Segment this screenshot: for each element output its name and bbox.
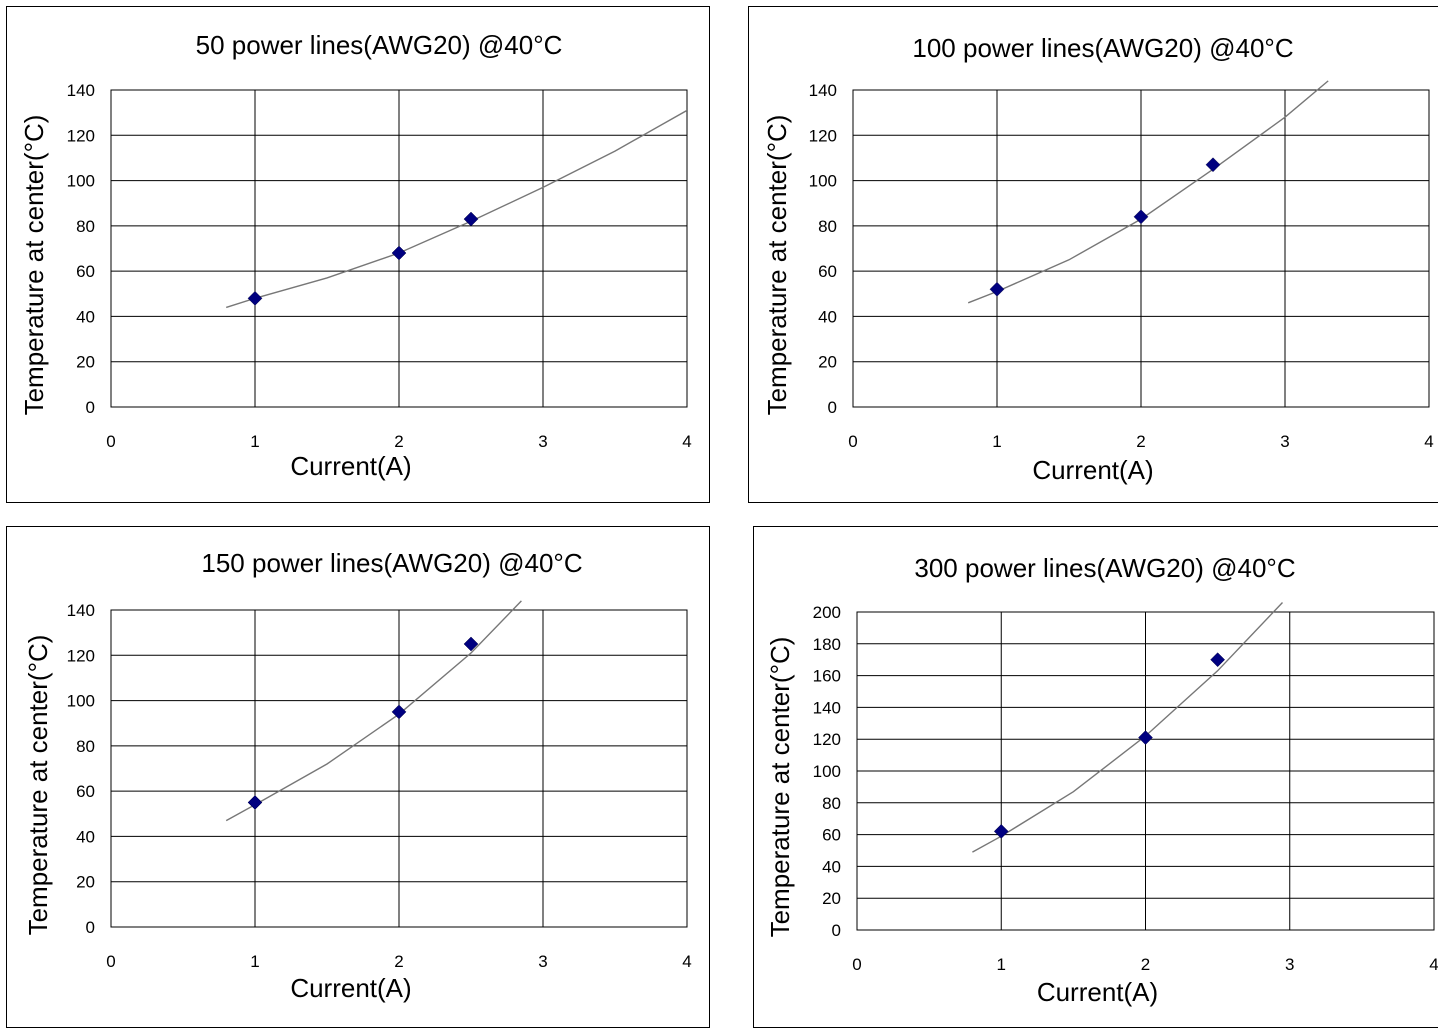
plot-area-frame xyxy=(110,609,688,928)
y-tick-label: 60 xyxy=(76,782,95,801)
y-tick-label: 40 xyxy=(76,827,95,846)
chart-title: 300 power lines(AWG20) @40°C xyxy=(914,553,1295,583)
y-tick-label: 140 xyxy=(67,81,95,100)
data-point-marker xyxy=(1133,209,1149,225)
x-axis-label: Current(A) xyxy=(290,451,411,481)
y-tick-label: 0 xyxy=(828,398,837,417)
x-tick-label: 3 xyxy=(1285,955,1294,974)
y-tick-label: 140 xyxy=(809,81,837,100)
x-tick-label: 4 xyxy=(1429,955,1438,974)
y-tick-label: 120 xyxy=(67,126,95,145)
x-axis-label: Current(A) xyxy=(290,973,411,1003)
x-tick-label: 1 xyxy=(992,432,1001,451)
y-tick-label: 0 xyxy=(86,918,95,937)
x-axis-label: Current(A) xyxy=(1032,455,1153,485)
data-point-marker xyxy=(463,211,479,227)
y-tick-label: 0 xyxy=(832,921,841,940)
data-point-marker xyxy=(1138,730,1153,745)
x-tick-label: 0 xyxy=(106,952,115,971)
y-tick-label: 160 xyxy=(813,667,841,686)
chart-svg: 100 power lines(AWG20) @40°C020406080100… xyxy=(762,33,1434,485)
x-tick-label: 2 xyxy=(394,432,403,451)
data-point-marker xyxy=(391,704,407,720)
y-tick-label: 200 xyxy=(813,603,841,622)
x-tick-label: 0 xyxy=(848,432,857,451)
y-axis-label: Temperature at center(°C) xyxy=(765,637,795,938)
chart-panel-100-lines: 100 power lines(AWG20) @40°C 0 20 40 60 80 100… xyxy=(748,6,1438,503)
y-tick-label: 60 xyxy=(818,262,837,281)
x-tick-label: 4 xyxy=(1424,432,1433,451)
data-point-marker xyxy=(463,636,479,652)
y-tick-label: 20 xyxy=(76,353,95,372)
x-tick-label: 0 xyxy=(106,432,115,451)
y-tick-label: 180 xyxy=(813,635,841,654)
chart-svg: 300 power lines(AWG20) @40°C020406080100… xyxy=(765,553,1438,1007)
data-point-marker xyxy=(1205,157,1221,173)
trendline xyxy=(225,600,522,822)
data-point-marker xyxy=(989,281,1005,297)
y-tick-label: 0 xyxy=(86,398,95,417)
y-tick-label: 40 xyxy=(76,307,95,326)
y-tick-label: 20 xyxy=(822,889,841,908)
plot-area-frame xyxy=(110,89,688,408)
x-tick-label: 3 xyxy=(538,952,547,971)
x-tick-label: 3 xyxy=(538,432,547,451)
y-tick-label: 60 xyxy=(822,826,841,845)
y-tick-label: 40 xyxy=(818,307,837,326)
x-tick-label: 2 xyxy=(1136,432,1145,451)
data-point-marker xyxy=(391,245,407,261)
plot-area-frame xyxy=(852,89,1430,408)
data-point-marker xyxy=(247,795,263,810)
chart-title: 50 power lines(AWG20) @40°C xyxy=(196,30,563,60)
y-tick-label: 80 xyxy=(76,737,95,756)
y-tick-label: 100 xyxy=(809,172,837,191)
trendline xyxy=(972,602,1284,853)
data-point-marker xyxy=(993,824,1009,839)
y-tick-label: 120 xyxy=(809,126,837,145)
chart-svg: 150 power lines(AWG20) @40°C020406080100… xyxy=(23,548,692,1003)
x-axis-label: Current(A) xyxy=(1037,977,1158,1007)
x-tick-label: 0 xyxy=(852,955,861,974)
y-tick-label: 80 xyxy=(818,217,837,236)
y-axis-label: Temperature at center(°C) xyxy=(19,115,49,416)
trendline xyxy=(225,109,687,309)
trendline xyxy=(967,80,1329,304)
data-point-marker xyxy=(1210,652,1225,668)
plot-area-frame xyxy=(856,611,1435,931)
y-tick-label: 40 xyxy=(822,857,841,876)
y-tick-label: 100 xyxy=(813,762,841,781)
y-tick-label: 60 xyxy=(76,262,95,281)
y-tick-label: 80 xyxy=(822,794,841,813)
chart-panel-50-lines: 50 power lines(AWG20) @40°C 0 20 40 60 80 100 1… xyxy=(6,6,710,503)
x-tick-label: 1 xyxy=(997,955,1006,974)
x-tick-label: 4 xyxy=(682,952,691,971)
y-tick-label: 20 xyxy=(76,873,95,892)
y-tick-label: 120 xyxy=(813,730,841,749)
x-tick-label: 1 xyxy=(250,952,259,971)
y-tick-label: 80 xyxy=(76,217,95,236)
chart-title: 100 power lines(AWG20) @40°C xyxy=(912,33,1293,63)
y-tick-label: 100 xyxy=(67,172,95,191)
y-tick-label: 120 xyxy=(67,646,95,665)
chart-panel-300-lines: 300 power lines(AWG20) @40°C 0 20 40 60 80 100… xyxy=(753,526,1438,1028)
y-axis-label: Temperature at center(°C) xyxy=(762,115,792,416)
x-tick-label: 3 xyxy=(1280,432,1289,451)
chart-title: 150 power lines(AWG20) @40°C xyxy=(201,548,582,578)
chart-svg: 50 power lines(AWG20) @40°C0204060801001… xyxy=(19,30,692,481)
x-tick-label: 2 xyxy=(1141,955,1150,974)
data-point-marker xyxy=(247,290,263,306)
x-tick-label: 1 xyxy=(250,432,259,451)
y-tick-label: 100 xyxy=(67,692,95,711)
y-tick-label: 140 xyxy=(67,601,95,620)
y-axis-label: Temperature at center(°C) xyxy=(23,635,53,936)
x-tick-label: 4 xyxy=(682,432,691,451)
x-tick-label: 2 xyxy=(394,952,403,971)
chart-panel-150-lines: 150 power lines(AWG20) @40°C 0 20 40 60 80 100… xyxy=(6,526,710,1028)
y-tick-label: 140 xyxy=(813,698,841,717)
y-tick-label: 20 xyxy=(818,353,837,372)
